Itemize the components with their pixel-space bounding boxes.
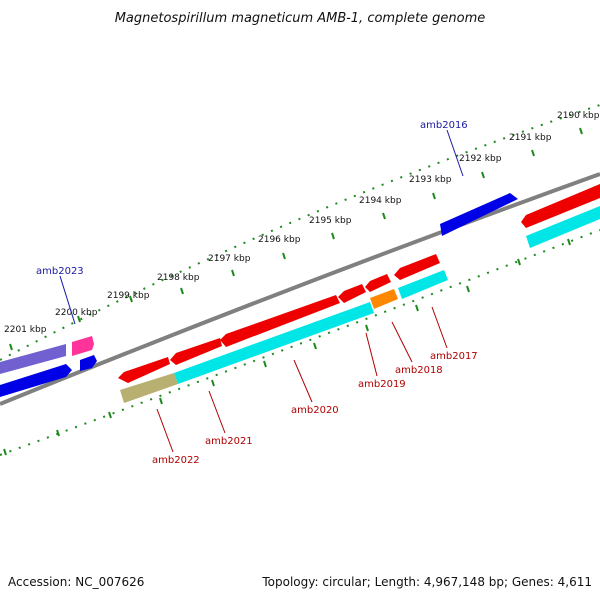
gene-orange-amb2019[interactable]	[370, 289, 398, 309]
genome-backbone	[0, 172, 600, 406]
gene-blue-small[interactable]	[80, 355, 97, 371]
topology-text: Topology: circular; Length: 4,967,148 bp…	[261, 575, 592, 589]
gene-red-3[interactable]	[220, 295, 340, 347]
forward-strand-genes	[0, 184, 600, 383]
gene-red-2[interactable]	[170, 338, 222, 365]
kbp-labels: 2190 kbp 2191 kbp 2192 kbp 2193 kbp 2194…	[4, 111, 600, 335]
gene-olive-amb2022[interactable]	[120, 373, 178, 403]
reverse-strand-genes	[0, 206, 600, 403]
gene-purple-left[interactable]	[0, 344, 66, 374]
ruler-tick	[517, 258, 521, 266]
ruler-tick	[481, 171, 485, 179]
ruler-tick	[365, 324, 369, 332]
gene-red-6[interactable]	[394, 254, 440, 280]
ruler-tick	[108, 411, 112, 419]
inner-ruler	[0, 229, 600, 456]
gene-red-1[interactable]	[118, 357, 170, 383]
accession-text: Accession: NC_007626	[8, 575, 144, 589]
ruler-tick	[9, 343, 13, 351]
label-amb2018[interactable]: amb2018	[395, 365, 443, 376]
kbp-label: 2194 kbp	[359, 196, 402, 206]
ruler-tick	[531, 149, 535, 157]
gene-magenta-amb2023[interactable]	[72, 336, 94, 356]
ruler-tick	[77, 315, 81, 323]
label-amb2022[interactable]: amb2022	[152, 455, 200, 466]
ruler-tick	[313, 342, 317, 350]
kbp-label: 2200 kbp	[55, 308, 98, 318]
ruler-tick	[466, 285, 470, 293]
gene-cyan-right[interactable]	[526, 206, 600, 248]
label-amb2016[interactable]: amb2016	[420, 120, 468, 131]
genome-title: Magnetospirillum magneticum AMB-1, compl…	[115, 11, 486, 26]
ruler-tick	[159, 397, 163, 405]
label-amb2020[interactable]: amb2020	[291, 405, 339, 416]
ruler-tick	[129, 295, 133, 303]
kbp-label: 2193 kbp	[409, 175, 452, 185]
kbp-label: 2201 kbp	[4, 325, 47, 335]
kbp-label: 2197 kbp	[208, 254, 251, 264]
gene-red-5[interactable]	[365, 274, 391, 292]
ruler-tick	[432, 192, 436, 200]
label-amb2021[interactable]: amb2021	[205, 436, 253, 447]
kbp-label: 2198 kbp	[157, 273, 200, 283]
ruler-tick	[3, 448, 7, 456]
gene-blue-left[interactable]	[0, 364, 72, 397]
ruler-tick	[263, 360, 267, 368]
gene-blue-amb2016[interactable]	[440, 193, 518, 236]
ruler-tick	[231, 269, 235, 277]
ruler-tick	[56, 429, 60, 437]
gene-cyan-amb2021-2020[interactable]	[174, 302, 374, 384]
ruler-tick	[331, 232, 335, 240]
kbp-label: 2190 kbp	[557, 111, 600, 121]
gene-cyan-amb2017[interactable]	[398, 270, 448, 299]
kbp-label: 2192 kbp	[459, 154, 502, 164]
gene-red-right[interactable]	[521, 184, 600, 228]
label-amb2017[interactable]: amb2017	[430, 351, 478, 362]
ruler-tick	[415, 304, 419, 312]
gene-labels: amb2016 amb2023 amb2017 amb2018 amb2019 …	[36, 120, 478, 466]
kbp-label: 2195 kbp	[309, 216, 352, 226]
gene-red-4[interactable]	[338, 284, 366, 303]
ruler-tick	[282, 252, 286, 260]
ruler-tick	[567, 238, 571, 246]
ruler-tick	[180, 287, 184, 295]
label-amb2023[interactable]: amb2023	[36, 266, 84, 277]
kbp-label: 2191 kbp	[509, 133, 552, 143]
kbp-label: 2196 kbp	[258, 235, 301, 245]
ruler-tick	[211, 379, 215, 387]
ruler-tick	[579, 127, 583, 135]
label-amb2019[interactable]: amb2019	[358, 379, 406, 390]
kbp-label: 2199 kbp	[107, 291, 150, 301]
outer-ruler	[0, 104, 600, 361]
ruler-tick	[382, 212, 386, 220]
